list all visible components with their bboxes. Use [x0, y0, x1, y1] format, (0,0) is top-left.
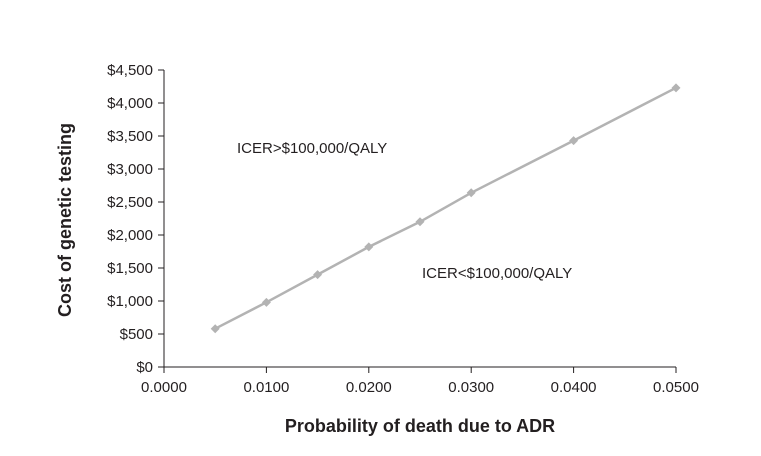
- x-axis-ticks: 0.0000 0.0100 0.0200 0.0300 0.0400 0.0500: [141, 367, 699, 396]
- y-tick-label: $1,500: [107, 260, 153, 277]
- x-tick-label: 0.0300: [448, 379, 494, 396]
- x-tick-label: 0.0500: [653, 379, 699, 396]
- data-point-marker: [415, 217, 425, 227]
- y-axis-title: Cost of genetic testing: [55, 123, 75, 317]
- y-axis-ticks: $0 $500 $1,000 $1,500 $2,000 $2,500 $3,000 $3,5…: [107, 62, 164, 376]
- y-tick-label: $1,000: [107, 293, 153, 310]
- x-axis-title: Probability of death due to ADR: [285, 416, 555, 436]
- data-point-marker: [466, 188, 476, 198]
- y-tick-label: $4,000: [107, 95, 153, 112]
- y-tick-label: $3,500: [107, 128, 153, 145]
- data-point-marker: [671, 83, 681, 93]
- data-point-marker: [364, 242, 374, 252]
- y-tick-label: $2,000: [107, 227, 153, 244]
- series-layer: [210, 83, 681, 334]
- x-tick-label: 0.0200: [346, 379, 392, 396]
- y-tick-label: $3,000: [107, 161, 153, 178]
- y-tick-label: $4,500: [107, 62, 153, 79]
- series-line: [214, 86, 677, 330]
- x-tick-label: 0.0400: [551, 379, 597, 396]
- annotation-icer-above: ICER>$100,000/QALY: [237, 140, 387, 157]
- data-point-marker: [261, 297, 271, 307]
- data-point-marker: [210, 324, 220, 334]
- x-tick-label: 0.0100: [243, 379, 289, 396]
- x-tick-label: 0.0000: [141, 379, 187, 396]
- data-point-marker: [569, 136, 579, 146]
- data-point-marker: [313, 270, 323, 280]
- y-tick-label: $2,500: [107, 194, 153, 211]
- y-tick-label: $0: [136, 359, 153, 376]
- annotation-icer-below: ICER<$100,000/QALY: [422, 265, 572, 282]
- y-tick-label: $500: [120, 326, 153, 343]
